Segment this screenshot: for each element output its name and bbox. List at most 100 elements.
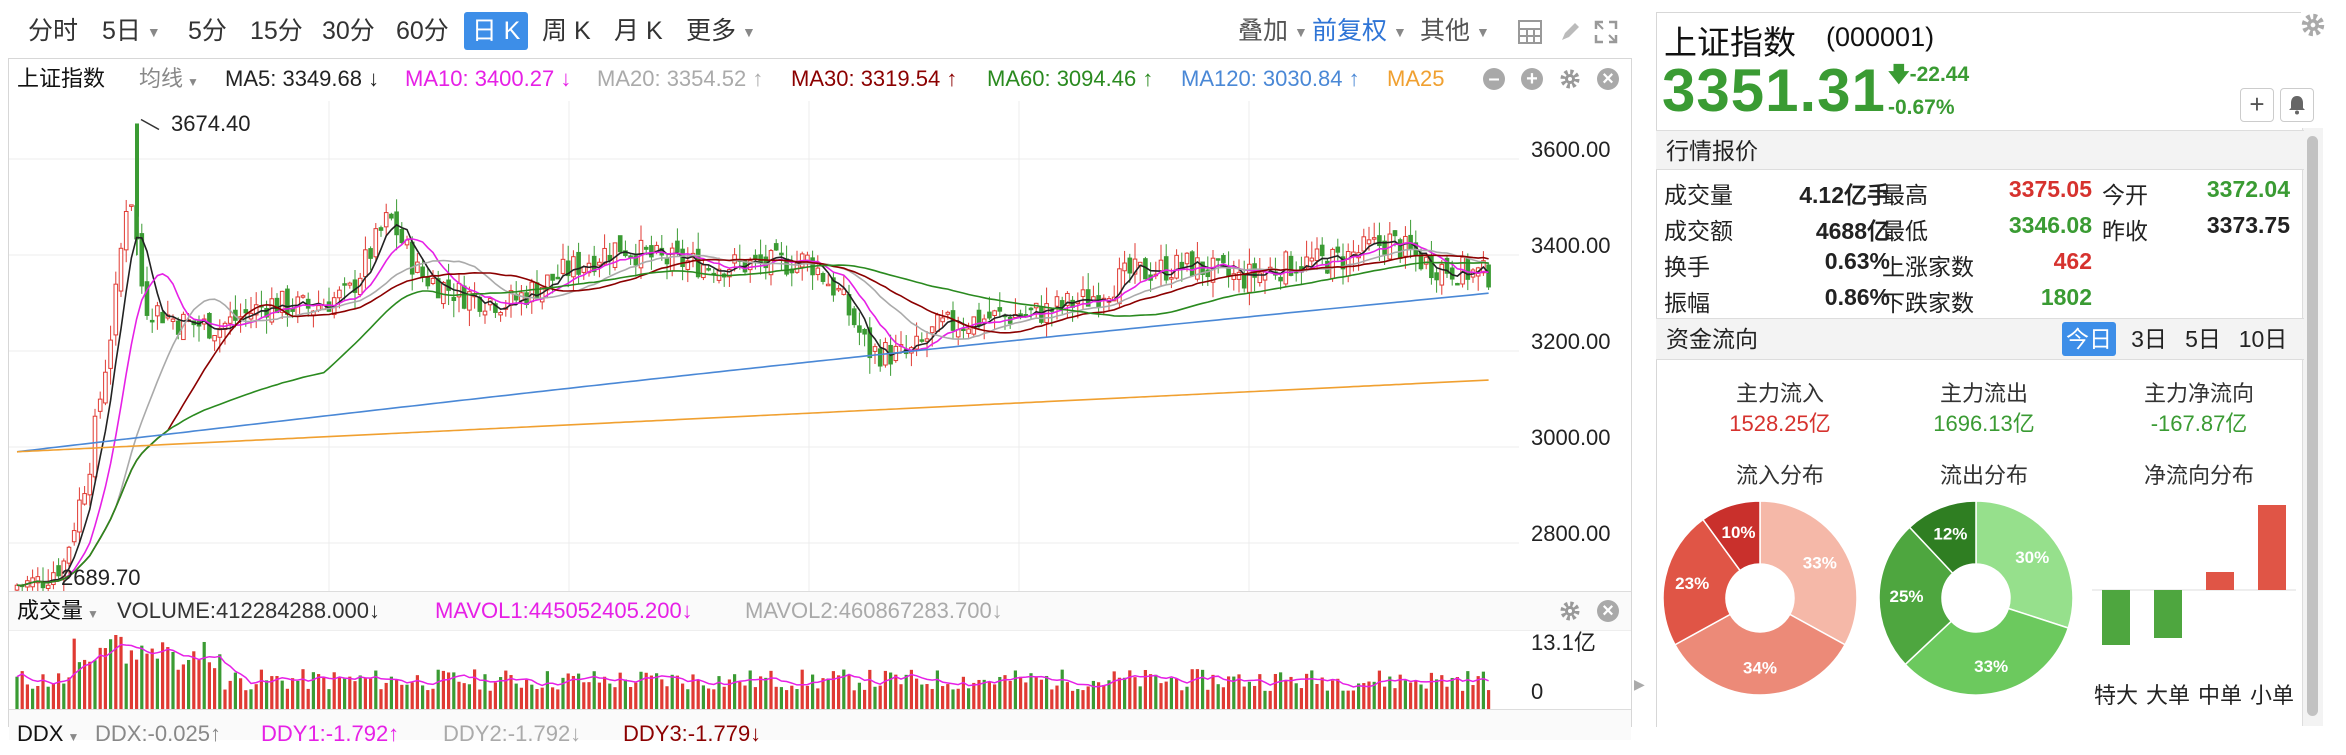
grid-layout-icon[interactable] [1518, 12, 1542, 50]
flow-tab-today[interactable]: 今日 [2062, 322, 2116, 356]
add-watchlist-button[interactable]: + [2240, 88, 2274, 122]
candle-body [851, 308, 857, 326]
volume-bar [821, 678, 825, 709]
volume-bar [441, 670, 445, 709]
overlay-menu[interactable]: 叠加 ▼ [1238, 17, 1308, 45]
scrollbar-thumb[interactable] [2307, 136, 2318, 716]
quote-label: 最低 [1882, 218, 1928, 244]
volume-bar [83, 659, 87, 709]
candle-body [394, 211, 399, 236]
candle-body [560, 258, 566, 274]
minimize-icon[interactable]: – [1483, 68, 1505, 90]
volume-bar [1164, 681, 1168, 709]
other-menu[interactable]: 其他 ▼ [1420, 17, 1490, 45]
pie-slice [1908, 500, 1977, 575]
inflow-label: 主力流入 [1735, 381, 1824, 406]
draw-pen-icon[interactable] [1558, 12, 1582, 50]
pie-slice [1904, 607, 2070, 696]
candle-body [71, 530, 77, 543]
gear-icon[interactable] [1559, 68, 1581, 90]
period-tab-15min[interactable]: 15分 [250, 17, 303, 45]
volume-bar [629, 686, 633, 709]
volume-bar [1284, 679, 1288, 709]
volume-bar [998, 676, 1002, 709]
period-tab-daily-k[interactable]: 日 K [464, 12, 528, 50]
candle-body [1319, 244, 1325, 257]
scrollbar-track[interactable] [2302, 128, 2323, 726]
candle-body [1054, 296, 1060, 307]
volume-chart[interactable] [9, 631, 1519, 711]
volume-bar [925, 684, 929, 709]
period-tab-30min[interactable]: 30分 [322, 17, 375, 45]
volume-bar [681, 683, 685, 709]
net-flow-bar [2258, 505, 2286, 590]
volume-bar [124, 663, 128, 709]
period-tab-5day[interactable]: 5日 ▼ [102, 17, 161, 45]
volume-bar [1133, 677, 1137, 709]
volume-bar [941, 686, 945, 709]
candle-body [253, 304, 259, 316]
volume-bar [1445, 686, 1449, 709]
net-cat-label: 小单 [2249, 683, 2294, 708]
volume-bar [395, 679, 399, 709]
volume-bar [525, 679, 529, 709]
more-menu[interactable]: 更多 ▼ [686, 17, 756, 45]
candle-body [685, 260, 691, 270]
fullscreen-icon[interactable] [1594, 12, 1618, 50]
volume-bar [675, 675, 679, 709]
candlestick-chart[interactable] [9, 101, 1519, 591]
volume-bar [785, 690, 789, 709]
flow-tab-10day[interactable]: 10日 [2238, 326, 2288, 352]
period-tab-timeshare[interactable]: 分时 [28, 17, 79, 45]
volume-selector[interactable]: 成交量 ▼ [17, 598, 99, 623]
volume-bar [649, 675, 653, 709]
candle-body [35, 576, 41, 584]
volume-bar [25, 684, 29, 709]
volume-bar [77, 662, 81, 709]
period-tab-weekly-k[interactable]: 周 K [542, 17, 591, 45]
close-icon[interactable]: × [1597, 68, 1619, 90]
volume-bar [93, 660, 97, 709]
volume-bar [1461, 690, 1465, 709]
volume-bar [946, 684, 950, 709]
period-tab-5min[interactable]: 5分 [188, 17, 227, 45]
volume-bar [447, 672, 451, 709]
gear-icon[interactable] [2300, 12, 2326, 38]
collapse-arrow-icon[interactable]: ▶ [1634, 676, 1645, 692]
flow-tab-5day[interactable]: 5日 [2185, 326, 2221, 352]
close-icon[interactable]: × [1597, 600, 1619, 622]
volume-bar [1050, 689, 1054, 709]
volume-bar [228, 680, 232, 709]
volume-bar [254, 684, 258, 709]
volume-bar [1424, 688, 1428, 709]
candle-body [820, 273, 826, 282]
ma-type-selector[interactable]: 均线 ▼ [139, 66, 199, 91]
volume-bar [103, 648, 107, 709]
volume-bar [1351, 690, 1355, 709]
gear-icon[interactable] [1559, 600, 1581, 622]
candle-body [212, 335, 217, 342]
volume-bar [1476, 676, 1480, 709]
volume-bar [1034, 677, 1038, 709]
period-tab-60min[interactable]: 60分 [396, 17, 449, 45]
add-icon[interactable]: + [1521, 68, 1543, 90]
volume-bar [873, 686, 877, 709]
volume-bar [379, 689, 383, 709]
index-name: 上证指数 [1664, 24, 1796, 61]
adjust-menu[interactable]: 前复权 ▼ [1312, 17, 1407, 45]
volume-bar [556, 689, 560, 709]
pie-slice-label: 23% [1675, 574, 1709, 593]
flow-tab-3day[interactable]: 3日 [2131, 326, 2167, 352]
legend-ma30: MA30: 3319.54 ↑ [791, 66, 958, 91]
volume-bar [790, 685, 794, 709]
candle-body [461, 285, 467, 309]
candle-body [1028, 307, 1034, 311]
alert-bell-button[interactable] [2280, 88, 2314, 122]
candle-body [149, 319, 155, 323]
volume-bar [140, 645, 144, 709]
net-dist-label: 净流向分布 [2143, 463, 2254, 488]
candle-body [446, 279, 451, 291]
ddx-selector[interactable]: DDX ▼ [17, 721, 80, 746]
candle-body [97, 398, 103, 412]
period-tab-monthly-k[interactable]: 月 K [614, 17, 663, 45]
